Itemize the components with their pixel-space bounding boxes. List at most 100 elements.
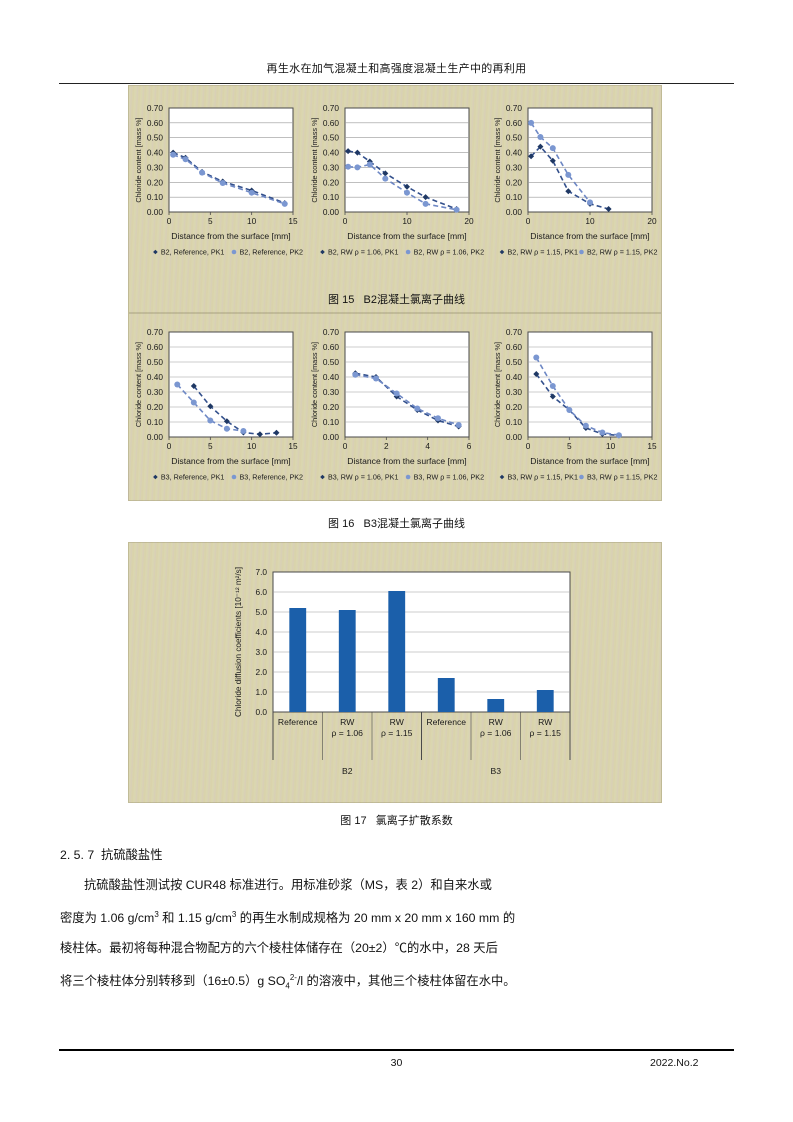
svg-text:Reference: Reference [278,717,318,727]
svg-text:6: 6 [467,441,472,451]
svg-text:ρ = 1.06: ρ = 1.06 [332,728,364,738]
svg-text:0.60: 0.60 [323,118,340,128]
svg-text:0.00: 0.00 [506,432,523,442]
svg-text:0.10: 0.10 [323,192,340,202]
svg-text:0.00: 0.00 [323,432,340,442]
svg-text:0.10: 0.10 [147,192,164,202]
svg-text:B3, RW ρ = 1.15, PK1: B3, RW ρ = 1.15, PK1 [508,473,578,482]
svg-text:0.20: 0.20 [506,177,523,187]
svg-text:15: 15 [647,441,657,451]
svg-text:5.0: 5.0 [255,607,267,617]
svg-text:Chloride content [mass %]: Chloride content [mass %] [310,342,319,427]
svg-text:0: 0 [167,216,172,226]
svg-text:7.0: 7.0 [255,567,267,577]
svg-text:0.00: 0.00 [506,207,523,217]
svg-text:B2, Reference, PK2: B2, Reference, PK2 [240,248,304,257]
svg-text:15: 15 [288,216,298,226]
svg-text:6.0: 6.0 [255,587,267,597]
svg-text:RW: RW [390,717,405,727]
svg-text:0.20: 0.20 [147,177,164,187]
svg-text:B3, RW ρ = 1.06, PK1: B3, RW ρ = 1.06, PK1 [328,473,398,482]
svg-text:0.50: 0.50 [506,357,523,367]
svg-text:Chloride content [mass %]: Chloride content [mass %] [134,342,143,427]
svg-text:2: 2 [384,441,389,451]
svg-text:5: 5 [208,216,213,226]
svg-text:B2: B2 [342,766,353,776]
svg-text:0.50: 0.50 [147,133,164,143]
svg-text:B2, RW ρ = 1.15, PK2: B2, RW ρ = 1.15, PK2 [587,248,657,257]
svg-text:0.40: 0.40 [147,148,164,158]
svg-text:0.60: 0.60 [323,342,340,352]
svg-text:0: 0 [167,441,172,451]
svg-text:ρ = 1.06: ρ = 1.06 [480,728,512,738]
svg-text:10: 10 [247,216,257,226]
svg-text:0.40: 0.40 [147,372,164,382]
svg-text:3.0: 3.0 [255,647,267,657]
svg-text:0.40: 0.40 [506,148,523,158]
svg-text:0.0: 0.0 [255,707,267,717]
svg-text:0.00: 0.00 [323,207,340,217]
svg-text:B3, Reference, PK2: B3, Reference, PK2 [240,473,304,482]
svg-text:B2, Reference, PK1: B2, Reference, PK1 [161,248,225,257]
svg-text:1.0: 1.0 [255,687,267,697]
svg-text:Chloride content [mass %]: Chloride content [mass %] [493,117,502,202]
svg-text:RW: RW [489,717,504,727]
svg-text:Reference: Reference [426,717,466,727]
svg-text:10: 10 [585,216,595,226]
svg-text:0.70: 0.70 [147,103,164,113]
svg-text:0.20: 0.20 [147,402,164,412]
svg-text:0.70: 0.70 [147,327,164,337]
svg-text:RW: RW [538,717,553,727]
svg-text:ρ = 1.15: ρ = 1.15 [381,728,413,738]
svg-text:0.10: 0.10 [147,417,164,427]
svg-text:0.70: 0.70 [323,327,340,337]
svg-text:Chloride content [mass %]: Chloride content [mass %] [134,117,143,202]
svg-text:0.10: 0.10 [506,192,523,202]
svg-text:0.50: 0.50 [323,357,340,367]
svg-text:0.00: 0.00 [147,207,164,217]
svg-text:0.70: 0.70 [506,103,523,113]
svg-text:0: 0 [526,216,531,226]
svg-text:0.70: 0.70 [506,327,523,337]
svg-text:B2, RW ρ = 1.06, PK1: B2, RW ρ = 1.06, PK1 [328,248,398,257]
svg-text:0.10: 0.10 [506,417,523,427]
svg-text:0.30: 0.30 [506,387,523,397]
svg-text:0.30: 0.30 [147,162,164,172]
svg-text:10: 10 [247,441,257,451]
svg-text:10: 10 [606,441,616,451]
svg-text:Chloride content [mass %]: Chloride content [mass %] [310,117,319,202]
svg-text:RW: RW [340,717,355,727]
svg-text:0.60: 0.60 [147,118,164,128]
svg-text:B3, Reference, PK1: B3, Reference, PK1 [161,473,225,482]
svg-text:Distance from the surface [mm]: Distance from the surface [mm] [530,456,649,466]
svg-text:Chloride content [mass %]: Chloride content [mass %] [493,342,502,427]
svg-text:Chloride diffusion coefficient: Chloride diffusion coefficients [10⁻¹² m… [234,567,243,717]
svg-text:0.60: 0.60 [506,342,523,352]
svg-text:0.10: 0.10 [323,417,340,427]
svg-text:0.40: 0.40 [506,372,523,382]
svg-text:0.40: 0.40 [323,372,340,382]
svg-text:0: 0 [343,441,348,451]
svg-text:0.70: 0.70 [323,103,340,113]
svg-text:0.60: 0.60 [147,342,164,352]
svg-text:0.40: 0.40 [323,148,340,158]
svg-text:0.00: 0.00 [147,432,164,442]
svg-text:0.60: 0.60 [506,118,523,128]
svg-text:0.30: 0.30 [323,387,340,397]
svg-text:20: 20 [464,216,474,226]
svg-text:0.30: 0.30 [323,162,340,172]
svg-text:Distance from the surface [mm]: Distance from the surface [mm] [171,456,290,466]
svg-text:B3, RW ρ = 1.15, PK2: B3, RW ρ = 1.15, PK2 [587,473,657,482]
svg-text:B2, RW ρ = 1.15, PK1: B2, RW ρ = 1.15, PK1 [508,248,578,257]
svg-text:0: 0 [343,216,348,226]
svg-text:20: 20 [647,216,657,226]
svg-text:0.30: 0.30 [147,387,164,397]
svg-text:Distance from the surface [mm]: Distance from the surface [mm] [530,231,649,241]
svg-text:0.50: 0.50 [323,133,340,143]
svg-text:0.20: 0.20 [506,402,523,412]
svg-text:0.50: 0.50 [506,133,523,143]
svg-text:4: 4 [425,441,430,451]
svg-text:0.30: 0.30 [506,162,523,172]
svg-text:Distance from the surface [mm]: Distance from the surface [mm] [347,456,466,466]
svg-text:0.50: 0.50 [147,357,164,367]
